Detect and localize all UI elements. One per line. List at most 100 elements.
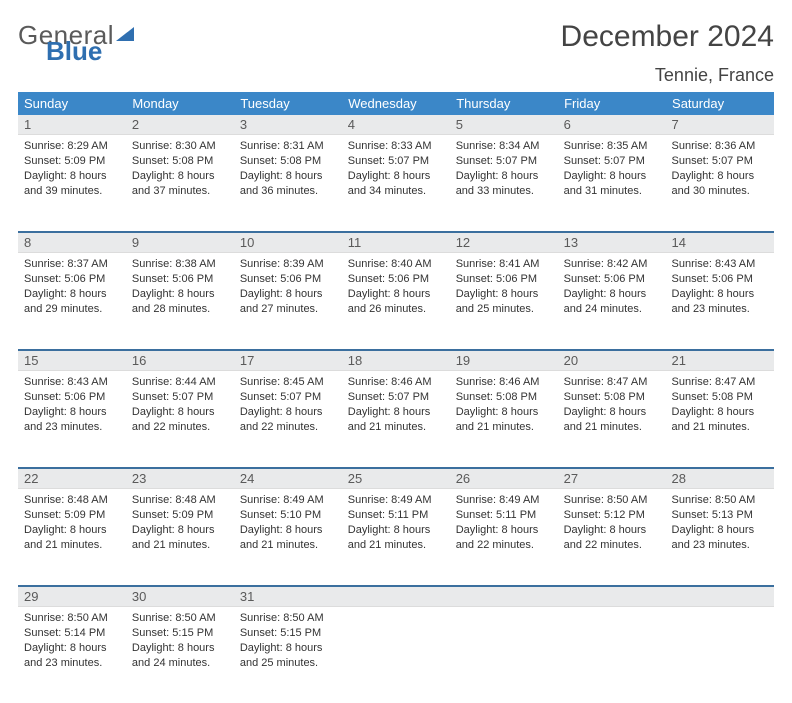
daylight-text: Daylight: 8 hours and 26 minutes. bbox=[348, 287, 444, 317]
daylight-text: Daylight: 8 hours and 24 minutes. bbox=[564, 287, 660, 317]
day-number: 27 bbox=[558, 468, 666, 489]
day-number-row: 1234567 bbox=[18, 115, 774, 135]
day-number: 26 bbox=[450, 468, 558, 489]
day-number bbox=[450, 586, 558, 607]
day-data-row: Sunrise: 8:29 AMSunset: 5:09 PMDaylight:… bbox=[18, 135, 774, 233]
day-cell: Sunrise: 8:40 AMSunset: 5:06 PMDaylight:… bbox=[342, 253, 450, 351]
daylight-text: Daylight: 8 hours and 31 minutes. bbox=[564, 169, 660, 199]
day-number bbox=[558, 586, 666, 607]
sunrise-text: Sunrise: 8:42 AM bbox=[564, 257, 660, 272]
day-number: 4 bbox=[342, 115, 450, 135]
day-data-row: Sunrise: 8:48 AMSunset: 5:09 PMDaylight:… bbox=[18, 489, 774, 587]
daylight-text: Daylight: 8 hours and 21 minutes. bbox=[132, 523, 228, 553]
day-cell bbox=[342, 607, 450, 703]
daylight-text: Daylight: 8 hours and 27 minutes. bbox=[240, 287, 336, 317]
sunrise-text: Sunrise: 8:43 AM bbox=[24, 375, 120, 390]
day-cell bbox=[558, 607, 666, 703]
day-cell: Sunrise: 8:50 AMSunset: 5:15 PMDaylight:… bbox=[126, 607, 234, 703]
day-number: 7 bbox=[666, 115, 774, 135]
day-number: 24 bbox=[234, 468, 342, 489]
sunset-text: Sunset: 5:09 PM bbox=[132, 508, 228, 523]
daylight-text: Daylight: 8 hours and 23 minutes. bbox=[24, 641, 120, 671]
weekday-header: Sunday bbox=[18, 92, 126, 115]
sunrise-text: Sunrise: 8:29 AM bbox=[24, 139, 120, 154]
day-cell: Sunrise: 8:45 AMSunset: 5:07 PMDaylight:… bbox=[234, 371, 342, 469]
day-number bbox=[342, 586, 450, 607]
sunrise-text: Sunrise: 8:37 AM bbox=[24, 257, 120, 272]
day-number: 21 bbox=[666, 350, 774, 371]
sunset-text: Sunset: 5:06 PM bbox=[24, 272, 120, 287]
day-cell: Sunrise: 8:44 AMSunset: 5:07 PMDaylight:… bbox=[126, 371, 234, 469]
sunset-text: Sunset: 5:09 PM bbox=[24, 508, 120, 523]
daylight-text: Daylight: 8 hours and 25 minutes. bbox=[456, 287, 552, 317]
sunset-text: Sunset: 5:07 PM bbox=[456, 154, 552, 169]
daylight-text: Daylight: 8 hours and 33 minutes. bbox=[456, 169, 552, 199]
daylight-text: Daylight: 8 hours and 23 minutes. bbox=[672, 523, 768, 553]
day-cell: Sunrise: 8:42 AMSunset: 5:06 PMDaylight:… bbox=[558, 253, 666, 351]
sunset-text: Sunset: 5:06 PM bbox=[456, 272, 552, 287]
day-cell: Sunrise: 8:50 AMSunset: 5:14 PMDaylight:… bbox=[18, 607, 126, 703]
day-cell bbox=[450, 607, 558, 703]
sunrise-text: Sunrise: 8:35 AM bbox=[564, 139, 660, 154]
page-title: December 2024 bbox=[561, 20, 774, 54]
day-number: 23 bbox=[126, 468, 234, 489]
day-cell: Sunrise: 8:29 AMSunset: 5:09 PMDaylight:… bbox=[18, 135, 126, 233]
sunrise-text: Sunrise: 8:43 AM bbox=[672, 257, 768, 272]
daylight-text: Daylight: 8 hours and 21 minutes. bbox=[240, 523, 336, 553]
daylight-text: Daylight: 8 hours and 21 minutes. bbox=[456, 405, 552, 435]
sunset-text: Sunset: 5:08 PM bbox=[456, 390, 552, 405]
day-number-row: 891011121314 bbox=[18, 232, 774, 253]
day-cell: Sunrise: 8:43 AMSunset: 5:06 PMDaylight:… bbox=[666, 253, 774, 351]
day-cell bbox=[666, 607, 774, 703]
sunrise-text: Sunrise: 8:49 AM bbox=[240, 493, 336, 508]
day-number: 17 bbox=[234, 350, 342, 371]
sunrise-text: Sunrise: 8:48 AM bbox=[132, 493, 228, 508]
day-cell: Sunrise: 8:37 AMSunset: 5:06 PMDaylight:… bbox=[18, 253, 126, 351]
day-cell: Sunrise: 8:47 AMSunset: 5:08 PMDaylight:… bbox=[558, 371, 666, 469]
daylight-text: Daylight: 8 hours and 34 minutes. bbox=[348, 169, 444, 199]
sunrise-text: Sunrise: 8:47 AM bbox=[564, 375, 660, 390]
day-number: 5 bbox=[450, 115, 558, 135]
day-number: 29 bbox=[18, 586, 126, 607]
day-number: 2 bbox=[126, 115, 234, 135]
day-number: 9 bbox=[126, 232, 234, 253]
weekday-header: Thursday bbox=[450, 92, 558, 115]
daylight-text: Daylight: 8 hours and 39 minutes. bbox=[24, 169, 120, 199]
daylight-text: Daylight: 8 hours and 22 minutes. bbox=[456, 523, 552, 553]
sunset-text: Sunset: 5:08 PM bbox=[240, 154, 336, 169]
day-number-row: 293031 bbox=[18, 586, 774, 607]
sunset-text: Sunset: 5:07 PM bbox=[672, 154, 768, 169]
sunrise-text: Sunrise: 8:46 AM bbox=[348, 375, 444, 390]
daylight-text: Daylight: 8 hours and 21 minutes. bbox=[348, 523, 444, 553]
daylight-text: Daylight: 8 hours and 29 minutes. bbox=[24, 287, 120, 317]
sunset-text: Sunset: 5:06 PM bbox=[348, 272, 444, 287]
logo-triangle-icon bbox=[116, 27, 134, 41]
sunset-text: Sunset: 5:11 PM bbox=[348, 508, 444, 523]
calendar-body: 1234567Sunrise: 8:29 AMSunset: 5:09 PMDa… bbox=[18, 115, 774, 703]
weekday-header: Saturday bbox=[666, 92, 774, 115]
sunrise-text: Sunrise: 8:50 AM bbox=[564, 493, 660, 508]
day-number: 12 bbox=[450, 232, 558, 253]
weekday-header: Monday bbox=[126, 92, 234, 115]
daylight-text: Daylight: 8 hours and 21 minutes. bbox=[348, 405, 444, 435]
sunset-text: Sunset: 5:06 PM bbox=[24, 390, 120, 405]
sunrise-text: Sunrise: 8:34 AM bbox=[456, 139, 552, 154]
sunset-text: Sunset: 5:07 PM bbox=[240, 390, 336, 405]
day-cell: Sunrise: 8:50 AMSunset: 5:15 PMDaylight:… bbox=[234, 607, 342, 703]
day-cell: Sunrise: 8:46 AMSunset: 5:08 PMDaylight:… bbox=[450, 371, 558, 469]
daylight-text: Daylight: 8 hours and 36 minutes. bbox=[240, 169, 336, 199]
sunset-text: Sunset: 5:15 PM bbox=[240, 626, 336, 641]
sunset-text: Sunset: 5:06 PM bbox=[132, 272, 228, 287]
daylight-text: Daylight: 8 hours and 30 minutes. bbox=[672, 169, 768, 199]
day-cell: Sunrise: 8:41 AMSunset: 5:06 PMDaylight:… bbox=[450, 253, 558, 351]
day-cell: Sunrise: 8:47 AMSunset: 5:08 PMDaylight:… bbox=[666, 371, 774, 469]
daylight-text: Daylight: 8 hours and 22 minutes. bbox=[564, 523, 660, 553]
sunset-text: Sunset: 5:07 PM bbox=[348, 390, 444, 405]
weekday-header-row: Sunday Monday Tuesday Wednesday Thursday… bbox=[18, 92, 774, 115]
day-number: 28 bbox=[666, 468, 774, 489]
day-cell: Sunrise: 8:49 AMSunset: 5:10 PMDaylight:… bbox=[234, 489, 342, 587]
sunrise-text: Sunrise: 8:50 AM bbox=[240, 611, 336, 626]
day-cell: Sunrise: 8:31 AMSunset: 5:08 PMDaylight:… bbox=[234, 135, 342, 233]
sunrise-text: Sunrise: 8:49 AM bbox=[456, 493, 552, 508]
sunrise-text: Sunrise: 8:48 AM bbox=[24, 493, 120, 508]
